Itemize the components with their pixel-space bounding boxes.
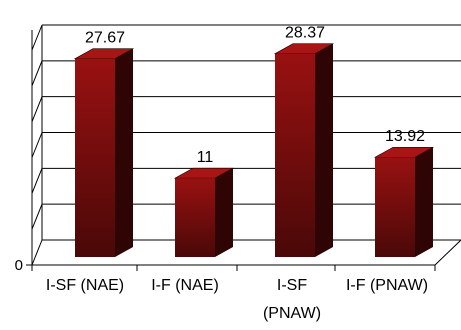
floor-right-edge <box>434 239 461 266</box>
data-label: 28.37 <box>285 25 325 42</box>
y-tick-label: 0 <box>15 257 23 274</box>
floor-left-edge <box>31 239 43 266</box>
bar-side <box>215 168 233 257</box>
bar-front <box>175 178 215 257</box>
gridline-wall <box>31 203 43 230</box>
bar-side <box>115 48 133 257</box>
axes <box>26 25 461 271</box>
gridline-wall <box>31 60 43 87</box>
x-tick-label: I-SF <box>277 277 307 294</box>
gridline-wall <box>31 132 43 158</box>
bar <box>373 146 435 257</box>
bars <box>73 43 435 257</box>
x-tick-label: (PNAW) <box>263 305 321 322</box>
bar-side <box>315 43 333 257</box>
gridline-wall <box>31 24 43 51</box>
gridline-wall <box>31 96 43 122</box>
bar-side <box>415 147 433 257</box>
bar <box>273 43 335 257</box>
labels: 0 27.67 11 28.37 13.92 I-SF (NAE) I-F (NAE) I-S… <box>15 25 428 322</box>
bar <box>173 167 235 257</box>
data-label: 27.67 <box>85 30 125 47</box>
x-tick-label: I-SF (NAE) <box>46 277 124 294</box>
data-label: 11 <box>197 149 214 166</box>
gridline-wall <box>31 168 43 194</box>
bar <box>73 48 135 257</box>
x-tick-label: I-F (PNAW) <box>346 277 428 294</box>
data-label: 13.92 <box>385 128 425 145</box>
bar-front <box>275 53 315 257</box>
bar-front <box>375 157 415 257</box>
bar-front <box>75 58 115 257</box>
x-tick-label: I-F (NAE) <box>151 277 219 294</box>
